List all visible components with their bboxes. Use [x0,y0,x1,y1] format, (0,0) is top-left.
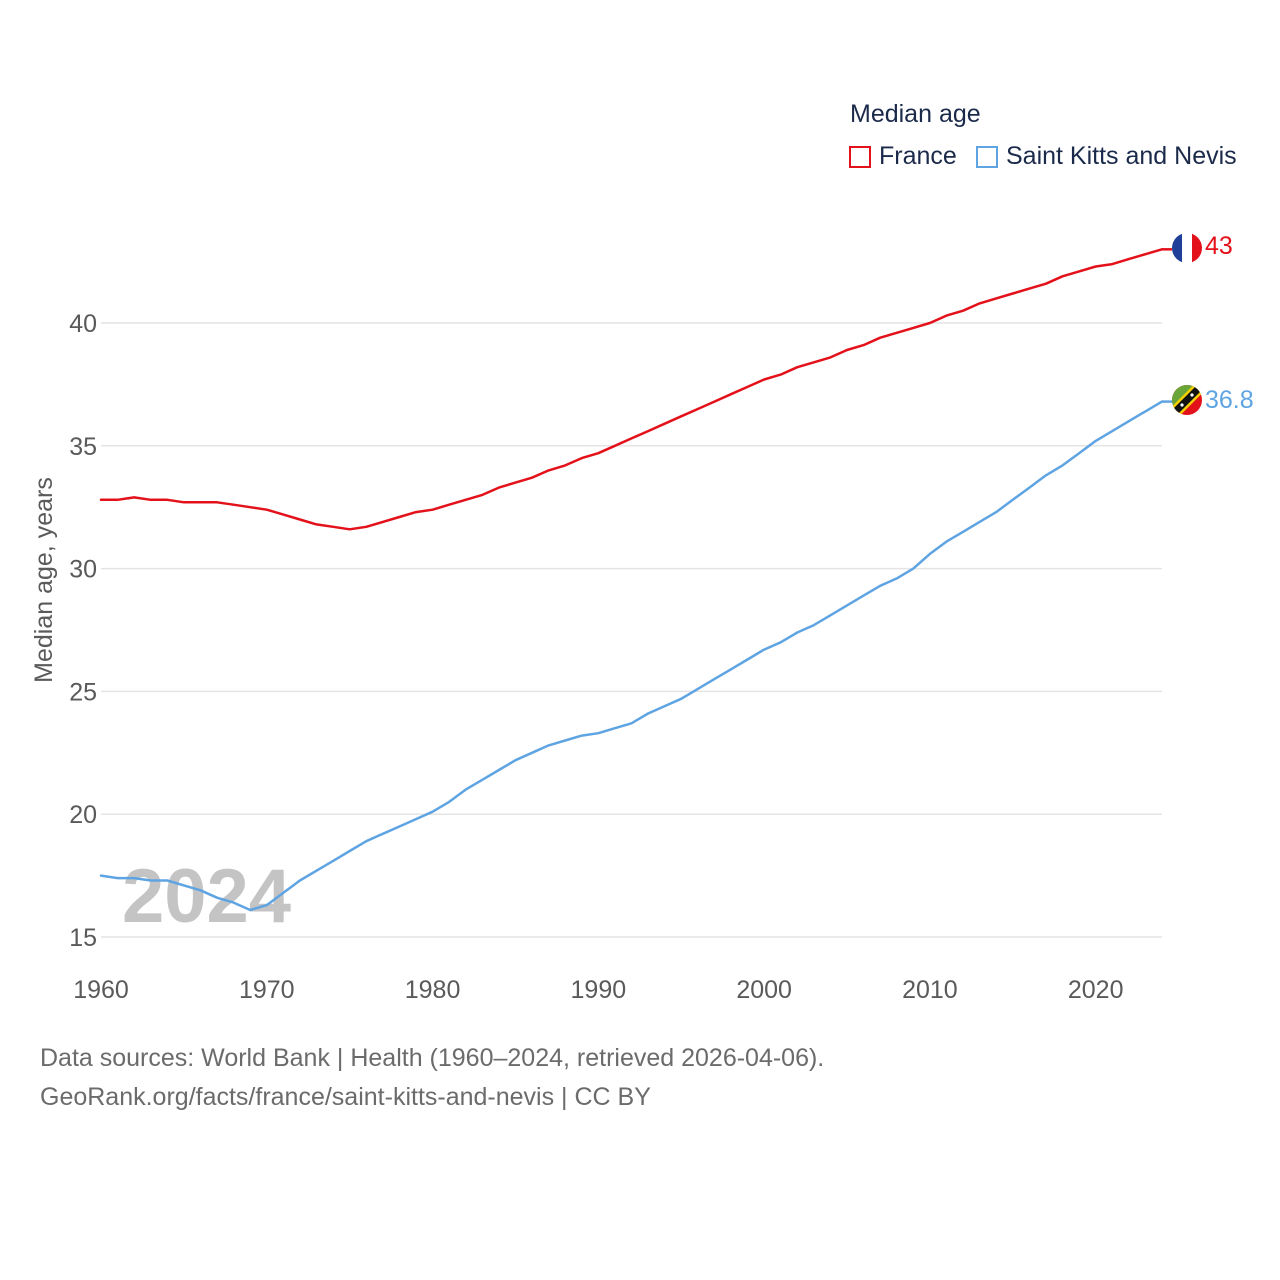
grid-lines [101,322,1162,938]
x-axis-ticks: 1960 1970 1980 1990 2000 2010 2020 [73,976,1123,1004]
x-tick-label: 1990 [571,976,627,1004]
y-tick-label: 30 [69,556,97,584]
x-tick-label: 2000 [736,976,792,1004]
y-tick-label: 35 [69,433,97,461]
y-tick-label: 40 [69,310,97,338]
legend-swatch-france [849,145,871,168]
france-end-label: 43 [1205,232,1233,260]
france-flag-icon [1172,233,1202,263]
line-chart: 2024 15 20 25 30 35 40 1960 1970 1980 1990 2000 20… [30,232,1254,1004]
legend-label-france: France [879,142,957,170]
x-tick-label: 2020 [1068,976,1124,1004]
legend-item-france[interactable]: France [849,142,957,171]
y-tick-label: 25 [69,678,97,706]
y-axis-label: Median age, years [30,477,58,683]
y-tick-label: 15 [69,924,97,952]
footer-sources: Data sources: World Bank | Health (1960–… [40,1044,825,1072]
footer-link[interactable]: GeoRank.org/facts/france/saint-kitts-and… [40,1083,651,1111]
series-line-saint-kitts-and-nevis[interactable] [99,400,1164,912]
legend-item-saint-kitts-and-nevis[interactable]: Saint Kitts and Nevis [976,142,1237,171]
legend-label-saint-kitts-and-nevis: Saint Kitts and Nevis [1006,142,1237,170]
legend-title: Median age [850,100,981,128]
series-lines [99,248,1172,912]
legend-swatch-saint-kitts-and-nevis [976,145,998,168]
x-tick-label: 1980 [405,976,461,1004]
x-tick-label: 1970 [239,976,295,1004]
series-line-france[interactable] [99,248,1164,531]
x-tick-label: 1960 [73,976,129,1004]
year-watermark: 2024 [122,854,291,939]
x-tick-label: 2010 [902,976,958,1004]
y-axis-ticks: 15 20 25 30 35 40 [69,310,97,952]
saint-kitts-and-nevis-flag-icon [1172,385,1202,415]
saint-kitts-end-label: 36.8 [1205,386,1254,414]
y-tick-label: 20 [69,801,97,829]
